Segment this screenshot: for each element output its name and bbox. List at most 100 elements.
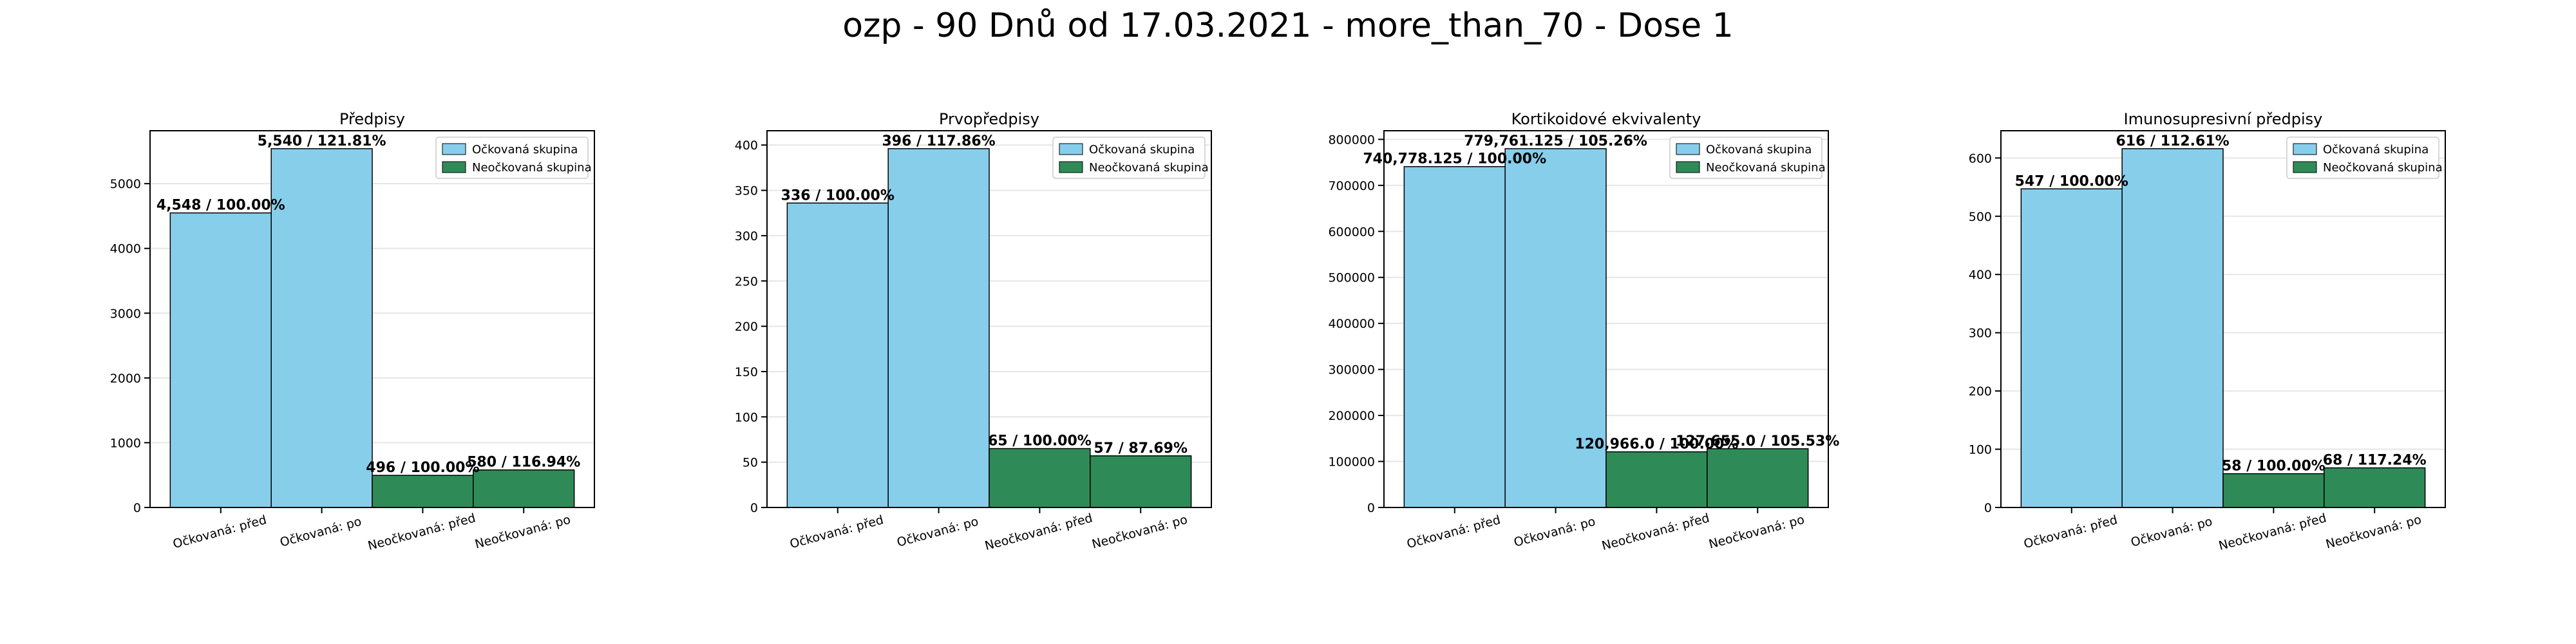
data-label: 779,761.125 / 105.26% — [1464, 133, 1647, 149]
legend-swatch-unvaccinated — [2293, 161, 2317, 173]
y-tick-label: 300 — [1969, 327, 1992, 341]
y-tick-label: 800000 — [1328, 133, 1375, 147]
chart-4: 0 100 200 300 400 500 600 547 / 100.00% 616 / 11… — [1969, 110, 2446, 553]
bar-unvaccinated — [1707, 448, 1809, 508]
legend-swatch-unvaccinated — [1676, 161, 1700, 173]
legend-swatch-unvaccinated — [442, 161, 466, 173]
y-tick-label: 0 — [750, 501, 758, 515]
bar-vaccinated — [1504, 148, 1607, 508]
bar-vaccinated — [270, 148, 373, 508]
chart-title: Kortikoidové ekvivalenty — [1511, 110, 1701, 128]
legend-label-unvaccinated: Neočkovaná skupina — [472, 161, 592, 175]
y-tick-label: 100 — [735, 410, 758, 424]
data-label: 65 / 100.00% — [988, 433, 1092, 450]
x-tick-label: Očkovaná: po — [1512, 515, 1596, 550]
data-label: 740,778.125 / 100.00% — [1363, 151, 1546, 167]
legend-swatch-vaccinated — [1059, 143, 1083, 155]
data-label: 396 / 117.86% — [882, 133, 995, 149]
y-tick-label: 50 — [743, 456, 758, 470]
x-tick-label: Očkovaná: po — [278, 515, 363, 550]
bar-unvaccinated — [372, 475, 474, 508]
x-tick-label: Neočkovaná: po — [1090, 513, 1189, 552]
y-tick-label: 300 — [735, 229, 758, 243]
y-tick-label: 100000 — [1328, 455, 1375, 469]
data-label: 336 / 100.00% — [781, 187, 895, 204]
x-tick-label: Neočkovaná: před — [2217, 511, 2328, 553]
data-label: 127,655.0 / 105.53% — [1676, 433, 1839, 450]
y-tick-label: 150 — [735, 365, 758, 379]
y-tick-label: 300000 — [1328, 363, 1375, 377]
data-label: 120,966.0 / 100.00% — [1575, 437, 1738, 453]
bar-vaccinated — [887, 148, 990, 508]
legend-label-unvaccinated: Neočkovaná skupina — [1706, 161, 1826, 175]
legend-label-vaccinated: Očkovaná skupina — [1706, 143, 1812, 156]
x-tick-label: Očkovaná: po — [2129, 515, 2213, 550]
data-label: 5,540 / 121.81% — [258, 133, 386, 149]
legend-box — [1052, 137, 1206, 179]
legend-box — [2286, 137, 2439, 179]
legend-label-vaccinated: Očkovaná skupina — [472, 143, 578, 156]
y-tick-label: 100 — [1969, 443, 1992, 457]
y-tick-label: 600 — [1969, 151, 1992, 166]
legend: Očkovaná skupina Neočkovaná skupina — [435, 137, 592, 179]
y-tick-label: 0 — [1984, 501, 1992, 515]
bar-unvaccinated — [2222, 473, 2325, 508]
data-label: 616 / 112.61% — [2116, 133, 2229, 149]
x-tick-label: Neočkovaná: před — [366, 511, 477, 553]
bar-vaccinated — [786, 202, 889, 508]
axes-frame — [149, 130, 595, 508]
bar-vaccinated — [1403, 166, 1506, 508]
legend-swatch-vaccinated — [442, 143, 466, 155]
y-tick-label: 400 — [1969, 268, 1992, 282]
bar-unvaccinated — [2324, 467, 2426, 508]
data-label: 496 / 100.00% — [366, 460, 479, 476]
y-tick-label: 500 — [1969, 210, 1992, 224]
legend-label-unvaccinated: Neočkovaná skupina — [2323, 161, 2443, 175]
legend-swatch-vaccinated — [2293, 143, 2317, 155]
y-tick-label: 2000 — [110, 372, 141, 386]
y-tick-label: 200 — [735, 320, 758, 334]
y-tick-label: 250 — [735, 274, 758, 289]
figure-title: ozp - 90 Dnů od 17.03.2021 - more_than_7… — [842, 6, 1734, 45]
chart-1: 0 1000 2000 3000 4000 5000 4,548 / 100.00% 5,54… — [110, 110, 595, 553]
y-tick-label: 4000 — [110, 242, 141, 256]
y-tick-label: 600000 — [1328, 225, 1375, 239]
chart-3: 0 100000 200000 300000 400000 500000 600000 700… — [1328, 110, 1839, 553]
y-tick-label: 400000 — [1328, 317, 1375, 331]
y-tick-label: 3000 — [110, 307, 141, 321]
bar-unvaccinated — [1605, 451, 1708, 508]
axes-frame — [2000, 130, 2446, 508]
y-tick-label: 0 — [133, 501, 141, 515]
axes-frame — [766, 130, 1212, 508]
legend-swatch-unvaccinated — [1059, 161, 1083, 173]
x-tick-label: Očkovaná: před — [171, 513, 268, 551]
y-tick-label: 1000 — [110, 436, 141, 450]
chart-title: Imunosupresivní předpisy — [2124, 110, 2323, 128]
y-tick-label: 200000 — [1328, 409, 1375, 423]
legend-label-vaccinated: Očkovaná skupina — [1089, 143, 1195, 156]
legend: Očkovaná skupina Neočkovaná skupina — [1052, 137, 1209, 179]
data-label: 547 / 100.00% — [2015, 173, 2128, 189]
data-label: 68 / 117.24% — [2323, 452, 2427, 468]
x-tick-label: Neočkovaná: před — [1600, 511, 1711, 553]
axes-frame — [1383, 130, 1829, 508]
x-tick-label: Očkovaná: před — [788, 513, 885, 551]
y-tick-label: 0 — [1367, 501, 1375, 515]
x-tick-label: Neočkovaná: po — [473, 513, 572, 552]
bar-unvaccinated — [989, 448, 1091, 508]
legend: Očkovaná skupina Neočkovaná skupina — [2286, 137, 2443, 179]
legend-swatch-vaccinated — [1676, 143, 1700, 155]
x-tick-label: Neočkovaná: po — [2324, 513, 2423, 552]
chart-title: Předpisy — [339, 110, 405, 128]
bar-vaccinated — [2121, 148, 2224, 508]
y-tick-label: 400 — [735, 138, 758, 153]
y-tick-label: 5000 — [110, 177, 141, 191]
data-label: 58 / 100.00% — [2222, 459, 2325, 475]
legend-label-vaccinated: Očkovaná skupina — [2323, 143, 2429, 156]
x-tick-label: Očkovaná: před — [1405, 513, 1502, 551]
data-label: 57 / 87.69% — [1094, 440, 1188, 457]
x-tick-label: Neočkovaná: před — [983, 511, 1094, 553]
x-tick-label: Neočkovaná: po — [1707, 513, 1806, 552]
legend: Očkovaná skupina Neočkovaná skupina — [1669, 137, 1826, 179]
